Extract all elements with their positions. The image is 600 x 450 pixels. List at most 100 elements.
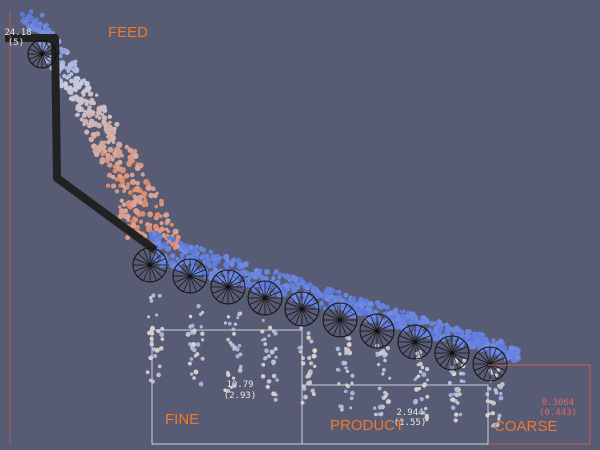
particle bbox=[95, 109, 102, 116]
particle bbox=[158, 234, 163, 239]
particle bbox=[497, 417, 501, 421]
particle bbox=[155, 240, 162, 247]
particle bbox=[188, 314, 193, 319]
particle bbox=[461, 372, 466, 376]
particle bbox=[414, 387, 419, 392]
particle bbox=[344, 346, 348, 350]
particle bbox=[217, 276, 224, 283]
particle bbox=[114, 177, 119, 182]
particle bbox=[29, 26, 34, 31]
particle bbox=[424, 366, 430, 372]
product-bin bbox=[301, 384, 489, 445]
particle bbox=[424, 413, 429, 418]
particle bbox=[408, 314, 415, 321]
particle bbox=[373, 406, 377, 410]
particle bbox=[379, 304, 384, 310]
particle bbox=[143, 198, 148, 203]
fine-value: 10.79 bbox=[226, 380, 253, 390]
particle bbox=[127, 190, 133, 195]
particle bbox=[127, 154, 134, 161]
particle bbox=[212, 260, 218, 267]
particle bbox=[69, 72, 74, 76]
particle bbox=[114, 189, 120, 194]
particle bbox=[149, 235, 156, 242]
particle bbox=[462, 358, 468, 363]
particle bbox=[318, 293, 324, 298]
feed-value: 24.18 bbox=[4, 28, 31, 38]
particle bbox=[432, 336, 438, 342]
particle bbox=[95, 93, 99, 97]
particle bbox=[252, 275, 257, 279]
roller-spoke bbox=[361, 324, 393, 338]
particle bbox=[232, 332, 236, 336]
particle bbox=[73, 78, 80, 85]
particle bbox=[371, 317, 377, 323]
particle bbox=[67, 62, 74, 68]
particle bbox=[400, 313, 407, 320]
particle bbox=[150, 379, 156, 384]
particle bbox=[78, 80, 84, 87]
particle bbox=[110, 183, 117, 189]
particle bbox=[140, 172, 145, 177]
particle bbox=[97, 115, 102, 120]
particle bbox=[172, 228, 179, 235]
particle bbox=[147, 330, 152, 336]
particle bbox=[208, 271, 215, 277]
particle bbox=[284, 273, 291, 280]
particle bbox=[344, 366, 348, 370]
particle bbox=[192, 347, 197, 353]
particle bbox=[312, 348, 318, 354]
particle bbox=[85, 99, 90, 104]
particle bbox=[139, 219, 143, 224]
particle bbox=[153, 353, 158, 359]
particle bbox=[431, 321, 436, 326]
particle bbox=[108, 120, 112, 125]
particle bbox=[299, 279, 306, 286]
particle bbox=[125, 182, 131, 187]
particle bbox=[283, 282, 290, 289]
particle bbox=[251, 285, 255, 289]
particle bbox=[175, 234, 181, 241]
particle bbox=[383, 394, 388, 399]
particle bbox=[62, 73, 67, 79]
particle bbox=[86, 122, 93, 129]
particle bbox=[117, 174, 123, 180]
particle bbox=[78, 96, 84, 103]
particle bbox=[246, 281, 253, 288]
product-label: PRODUCT bbox=[330, 417, 404, 434]
particle bbox=[110, 134, 116, 140]
particle bbox=[306, 335, 311, 340]
particle bbox=[106, 140, 111, 145]
particle bbox=[485, 413, 490, 418]
particle bbox=[386, 399, 391, 404]
particle bbox=[89, 97, 95, 103]
particle bbox=[296, 292, 300, 297]
particle bbox=[223, 388, 228, 393]
particle bbox=[437, 326, 444, 333]
particle bbox=[452, 335, 457, 341]
particle bbox=[159, 221, 164, 226]
particle bbox=[152, 223, 159, 230]
particle bbox=[399, 309, 404, 314]
particle bbox=[381, 372, 385, 376]
rollers bbox=[27, 39, 508, 382]
particle bbox=[118, 205, 122, 209]
roller bbox=[132, 247, 168, 283]
particle bbox=[482, 343, 490, 351]
particle bbox=[32, 21, 39, 28]
particle bbox=[262, 276, 267, 282]
particle bbox=[134, 186, 141, 193]
particle bbox=[392, 321, 399, 328]
roller-spoke bbox=[134, 258, 166, 272]
particle bbox=[201, 247, 207, 253]
particle bbox=[154, 347, 160, 353]
particle bbox=[208, 275, 214, 281]
particle bbox=[499, 391, 503, 396]
particle bbox=[378, 412, 383, 417]
particle bbox=[242, 261, 249, 268]
particle bbox=[307, 372, 311, 376]
particle bbox=[125, 185, 130, 190]
particle bbox=[454, 332, 458, 337]
particle bbox=[178, 245, 184, 252]
